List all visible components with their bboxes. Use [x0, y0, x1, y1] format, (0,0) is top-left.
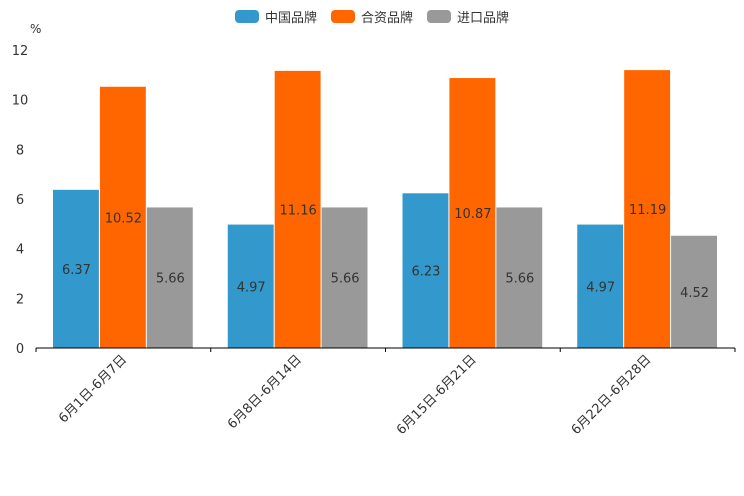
bar-imported-brand [321, 207, 368, 348]
x-category-label: 6月1日-6月7日 [56, 352, 130, 426]
x-category-label: 6月15日-6月21日 [394, 352, 480, 438]
bar-data-label: 4.97 [237, 280, 266, 295]
legend-swatch-china-brand [234, 10, 259, 23]
y-tick-label: 10 [12, 94, 29, 109]
y-tick-label: 0 [16, 342, 24, 357]
bar-data-label: 11.19 [629, 203, 666, 218]
bar-china-brand [577, 224, 624, 348]
y-tick-label: 4 [16, 243, 24, 258]
bar-joint-venture-brand [274, 70, 321, 349]
bar-china-brand [402, 193, 449, 348]
bar-data-label: 11.16 [280, 203, 317, 218]
bar-joint-venture-brand [624, 70, 671, 349]
bar-data-label: 5.66 [156, 272, 185, 287]
legend-item-imported-brand[interactable]: 进口品牌 [427, 7, 509, 26]
bar-data-label: 6.23 [411, 265, 440, 280]
x-category-label: 6月8日-6月14日 [225, 352, 305, 432]
y-tick-label: 2 [16, 292, 24, 307]
legend-label-imported-brand: 进口品牌 [457, 11, 510, 26]
y-axis-unit-label: % [30, 22, 42, 36]
bar-data-label: 4.97 [586, 280, 615, 295]
bar-joint-venture-brand [449, 78, 496, 348]
y-tick-label: 6 [16, 193, 24, 208]
bar-data-label: 10.52 [105, 211, 142, 226]
bar-china-brand [227, 224, 274, 348]
bar-imported-brand [146, 207, 193, 348]
bar-data-label: 5.66 [331, 272, 360, 287]
x-category-label: 6月22日-6月28日 [569, 352, 655, 438]
legend-label-china-brand: 中国品牌 [264, 11, 317, 26]
legend-item-china-brand[interactable]: 中国品牌 [234, 7, 317, 26]
legend-swatch-joint-venture-brand [330, 10, 355, 23]
bar-data-label: 6.37 [62, 263, 91, 278]
bar-data-label: 5.66 [505, 272, 534, 287]
chart-legend: 中国品牌 合资品牌 进口品牌 [0, 7, 744, 26]
bar-imported-brand [671, 235, 717, 348]
bar-china-brand [53, 189, 99, 348]
bar-joint-venture-brand [99, 86, 146, 349]
bar-data-label: 10.87 [454, 207, 491, 222]
y-tick-label: 12 [12, 44, 29, 59]
bar-data-label: 4.52 [680, 286, 709, 301]
bar-imported-brand [496, 207, 543, 348]
legend-label-joint-venture-brand: 合资品牌 [360, 11, 413, 26]
legend-item-joint-venture-brand[interactable]: 合资品牌 [330, 7, 413, 26]
legend-swatch-imported-brand [427, 10, 451, 23]
y-tick-label: 8 [16, 143, 24, 158]
